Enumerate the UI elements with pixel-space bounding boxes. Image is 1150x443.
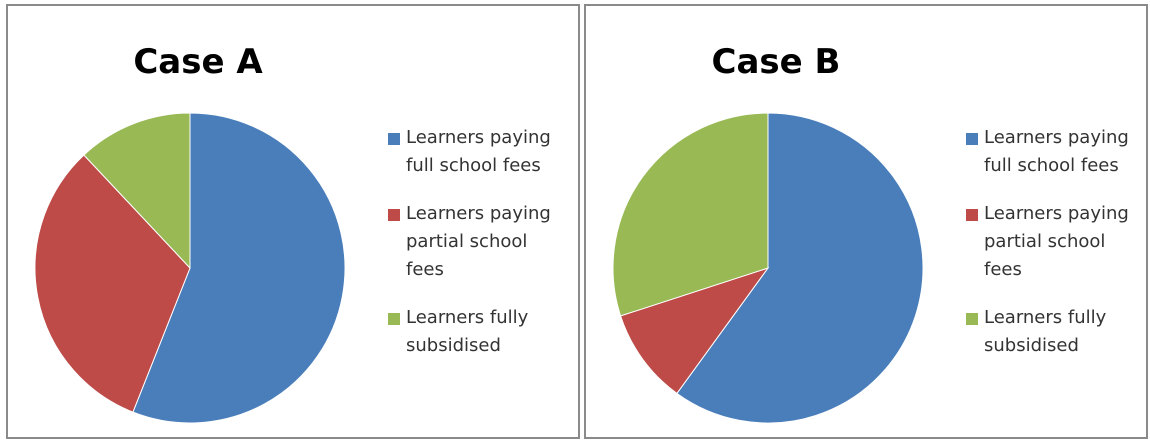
pie-chart	[34, 112, 346, 424]
legend-item: Learners fully subsidised	[964, 304, 1144, 360]
legend-swatch	[966, 209, 978, 221]
pie-chart	[612, 112, 924, 424]
chart-title: Case B	[711, 42, 841, 82]
pie-slice	[132, 112, 346, 424]
legend-label: Learners paying full school fees	[406, 127, 551, 176]
legend-label: Learners fully subsidised	[406, 307, 529, 356]
legend-label: Learners fully subsidised	[984, 307, 1107, 356]
legend: Learners paying full school fees Learners…	[386, 124, 566, 380]
legend-item: Learners fully subsidised	[386, 304, 566, 360]
legend-swatch	[388, 313, 400, 325]
chart-panel: Learners paying full school fees Learners…	[584, 4, 1148, 439]
legend-item: Learners paying partial school fees	[964, 200, 1144, 284]
legend: Learners paying full school fees Learners…	[964, 124, 1144, 380]
chart-title: Case A	[133, 42, 263, 82]
pie-slice	[676, 112, 924, 424]
legend-label: Learners paying partial school fees	[406, 203, 551, 280]
pie-slice	[34, 154, 191, 413]
legend-item: Learners paying full school fees	[386, 124, 566, 180]
legend-label: Learners paying full school fees	[984, 127, 1129, 176]
legend-swatch	[388, 133, 400, 145]
legend-label: Learners paying partial school fees	[984, 203, 1129, 280]
pie-slice	[612, 112, 769, 317]
legend-swatch	[388, 209, 400, 221]
legend-swatch	[966, 133, 978, 145]
pie-slice	[83, 112, 191, 270]
legend-swatch	[966, 313, 978, 325]
chart-panel: Learners paying full school fees Learners…	[6, 4, 580, 439]
legend-item: Learners paying partial school fees	[386, 200, 566, 284]
pie-slice	[619, 267, 770, 395]
legend-item: Learners paying full school fees	[964, 124, 1144, 180]
